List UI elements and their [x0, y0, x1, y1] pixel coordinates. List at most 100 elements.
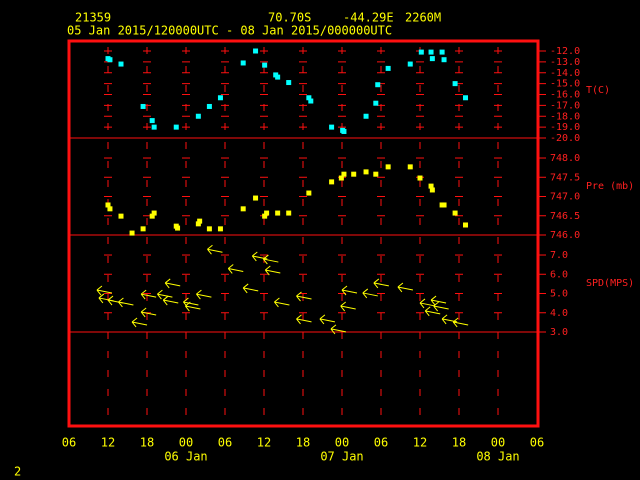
data-point — [351, 171, 357, 177]
y-tick-label: -18.0 — [550, 111, 580, 122]
data-point — [107, 206, 113, 212]
data-point — [429, 56, 435, 62]
data-point — [286, 80, 292, 86]
wind-arrow — [242, 283, 259, 294]
x-tick-label: 00 — [179, 436, 193, 450]
day-label: 08 Jan — [476, 450, 519, 464]
data-point — [441, 57, 447, 63]
y-tick-label: -20.0 — [550, 133, 580, 144]
x-tick-label: 06 — [374, 436, 388, 450]
wind-arrow — [140, 307, 157, 318]
plot-frame — [67, 39, 540, 428]
y-tick-label: 748.0 — [550, 153, 580, 164]
wind-arrow — [157, 289, 173, 300]
y-tick-label: -17.0 — [550, 100, 580, 111]
y-tick-label: 746.5 — [550, 211, 580, 222]
data-point — [341, 128, 347, 134]
wind-arrow — [419, 298, 436, 309]
axis-label: SPD(MPS) — [586, 278, 634, 289]
data-point — [329, 179, 335, 185]
x-tick-label: 06 — [62, 436, 76, 450]
data-point — [118, 213, 124, 219]
y-tick-label: -19.0 — [550, 122, 580, 133]
data-point — [149, 118, 155, 124]
data-point — [338, 175, 344, 181]
y-tick-label: 747.5 — [550, 172, 580, 183]
wind-arrow — [196, 289, 212, 300]
data-point — [407, 61, 413, 67]
data-point — [264, 210, 270, 216]
wind-arrow — [162, 295, 179, 306]
wind-arrow — [96, 285, 113, 296]
wind-arrow — [184, 301, 201, 312]
data-point — [140, 226, 146, 232]
wind-arrow — [274, 297, 290, 308]
wind-arrow — [433, 301, 449, 312]
elevation: 2260M — [405, 11, 441, 25]
data-point — [429, 187, 435, 193]
day-label: 06 Jan — [164, 450, 207, 464]
wind-arrow — [118, 297, 134, 308]
data-point — [306, 190, 312, 196]
data-point — [151, 124, 157, 130]
wind-arrow — [397, 282, 413, 293]
y-tick-label: -13.0 — [550, 57, 580, 68]
y-tick-label: -16.0 — [550, 90, 580, 101]
data-point — [262, 213, 268, 219]
data-point — [375, 82, 381, 88]
data-point — [105, 202, 111, 208]
data-point — [253, 195, 259, 201]
data-point — [253, 48, 259, 54]
data-point — [439, 49, 445, 55]
axis-label: Pre (mb) — [586, 181, 634, 192]
x-tick-label: 18 — [296, 436, 310, 450]
x-tick-label: 18 — [452, 436, 466, 450]
wind-arrow — [131, 317, 148, 328]
y-tick-label: 4.0 — [550, 308, 568, 319]
page-number: 2 — [14, 465, 21, 479]
data-point — [275, 210, 281, 216]
data-point — [363, 113, 369, 119]
data-point — [206, 226, 212, 232]
wind-arrow — [262, 254, 279, 265]
data-point — [452, 81, 458, 87]
wind-arrow — [164, 278, 181, 289]
wind-arrow — [373, 278, 389, 289]
data-point — [428, 49, 434, 55]
wind-arrow — [296, 291, 312, 302]
data-point — [107, 57, 113, 63]
data-point — [195, 221, 201, 227]
x-tick-label: 06 — [530, 436, 544, 450]
x-tick-label: 06 — [218, 436, 232, 450]
data-point — [308, 98, 314, 104]
data-point — [140, 103, 146, 109]
data-point — [428, 183, 434, 189]
axis-label: T(C) — [586, 85, 610, 96]
x-tick-label: 00 — [491, 436, 505, 450]
wind-arrow — [430, 295, 447, 306]
data-point — [306, 95, 312, 101]
data-point — [417, 175, 423, 181]
data-point — [149, 213, 155, 219]
y-tick-label: 747.0 — [550, 192, 580, 203]
wind-arrow — [140, 289, 157, 300]
data-point — [363, 169, 369, 175]
data-point — [385, 65, 391, 71]
data-point — [418, 49, 424, 55]
data-point — [441, 202, 447, 208]
y-tick-label: -14.0 — [550, 68, 580, 79]
latitude: 70.70S — [268, 11, 311, 25]
data-point — [385, 164, 391, 170]
longitude: -44.29E — [343, 11, 394, 25]
x-tick-label: 12 — [101, 436, 115, 450]
wind-arrow — [227, 264, 244, 274]
x-tick-label: 18 — [140, 436, 154, 450]
x-tick-label: 12 — [413, 436, 427, 450]
data-point — [262, 62, 268, 68]
data-point — [240, 60, 246, 66]
wind-arrow — [207, 244, 223, 255]
wind-arrow — [296, 314, 312, 325]
y-tick-label: 7.0 — [550, 250, 568, 261]
data-point — [175, 225, 181, 231]
